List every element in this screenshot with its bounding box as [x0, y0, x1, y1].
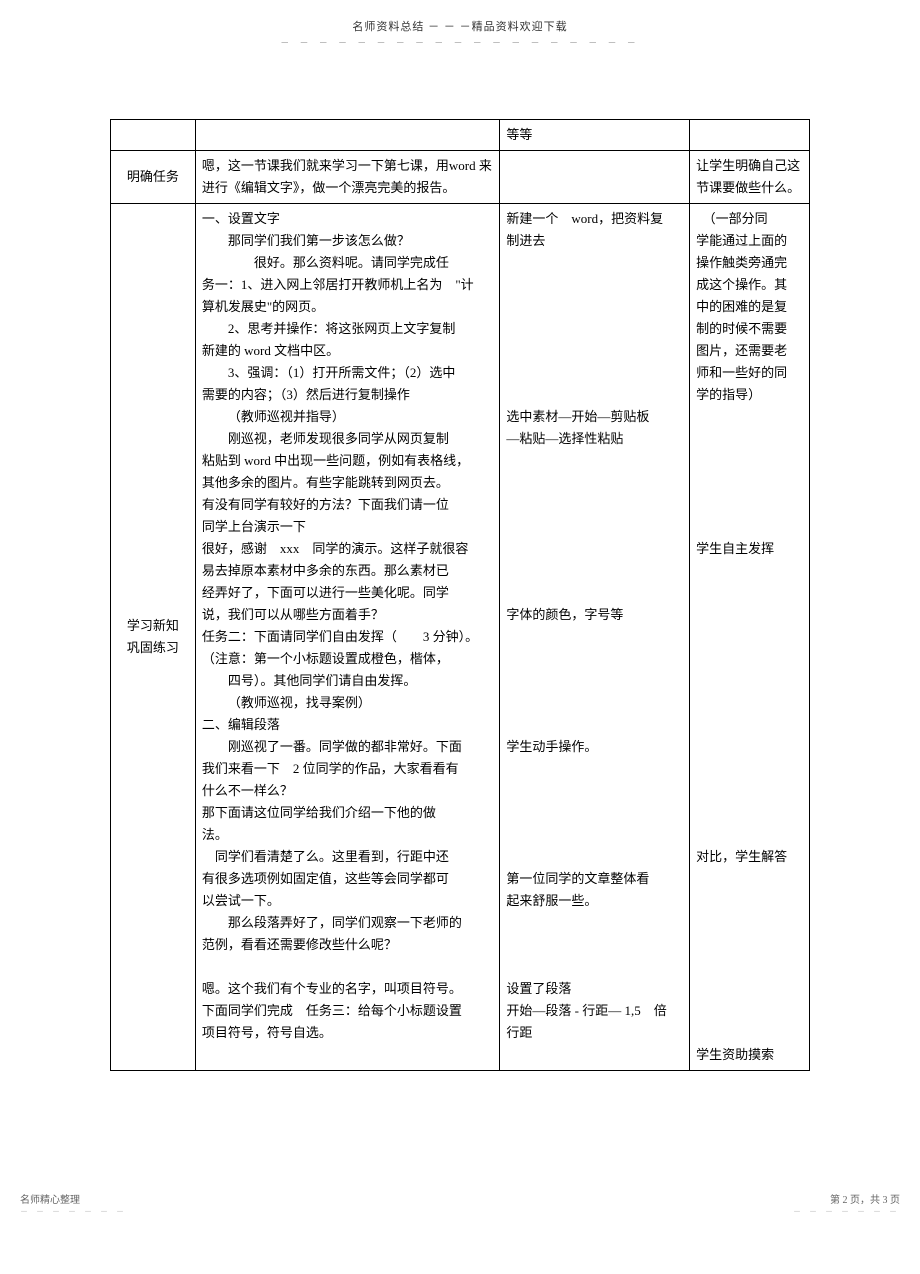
text-line: 那下面请这位同学给我们介绍一下他的做	[202, 802, 494, 824]
text-line: 操作触类旁通完	[696, 252, 803, 274]
text-line: 中的困难的是复	[696, 296, 803, 318]
text-line: 刚巡视，老师发现很多同学从网页复制	[202, 428, 494, 450]
text-line: 开始—段落 - 行距— 1,5 倍	[506, 1000, 683, 1022]
text-line: 3、强调：（1）打开所需文件；（2）选中	[202, 362, 494, 384]
text-line: 学生资助摸索	[696, 1044, 803, 1066]
text-line: 二、编辑段落	[202, 714, 494, 736]
text-line: （一部分同	[696, 208, 803, 230]
cell-label: 明确任务	[111, 151, 196, 204]
text-line: 很好。那么资料呢。请同学完成任	[202, 252, 494, 274]
text-line: 范例，看看还需要修改些什么呢？	[202, 934, 494, 956]
text-line: 同学们看清楚了么。这里看到，行距中还	[202, 846, 494, 868]
text-line: 新建一个 word，把资料复	[506, 208, 683, 230]
text-line: 以尝试一下。	[202, 890, 494, 912]
footer: 名师精心整理 － － － － － － － 第 2 页，共 3 页 － － － －…	[0, 1191, 920, 1217]
text-line: 第一位同学的文章整体看	[506, 868, 683, 890]
cell-content	[195, 120, 500, 151]
text-line: 字体的颜色，字号等	[506, 604, 683, 626]
table-row: 等等	[111, 120, 810, 151]
text-line: 经弄好了，下面可以进行一些美化呢。同学	[202, 582, 494, 604]
cell-content: 让学生明确自己这节课要做些什么。	[690, 151, 810, 204]
text-line: （教师巡视并指导）	[202, 406, 494, 428]
cell-content	[500, 151, 690, 204]
footer-dots: － － － － － － －	[20, 1207, 127, 1216]
header-title: 名师资料总结 － － －精品资料欢迎下载	[0, 0, 920, 34]
cell-content: 嗯，这一节课我们就来学习一下第七课，用word 来进行《编辑文字》，做一个漂亮完…	[195, 151, 500, 204]
text-line: 有很多选项例如固定值，这些等会同学都可	[202, 868, 494, 890]
text-line: （教师巡视，找寻案例）	[202, 692, 494, 714]
text-line: 我们来看一下 2 位同学的作品，大家看看有	[202, 758, 494, 780]
text-line: 学能通过上面的	[696, 230, 803, 252]
text-line: 算机发展史"的网页。	[202, 296, 494, 318]
text-line: 新建的 word 文档中区。	[202, 340, 494, 362]
content-table: 等等 明确任务 嗯，这一节课我们就来学习一下第七课，用word 来进行《编辑文字…	[110, 119, 810, 1071]
text-line: 刚巡视了一番。同学做的都非常好。下面	[202, 736, 494, 758]
text-line: 成这个操作。其	[696, 274, 803, 296]
text-line: 那么段落弄好了，同学们观察一下老师的	[202, 912, 494, 934]
text-line: 什么不一样么？	[202, 780, 494, 802]
text-line: 起来舒服一些。	[506, 890, 683, 912]
text-line: 有没有同学有较好的方法？下面我们请一位	[202, 494, 494, 516]
text-line: 任务二：下面请同学们自由发挥（ 3 分钟）。	[202, 626, 494, 648]
text-line: 图片，还需要老	[696, 340, 803, 362]
footer-left: 名师精心整理 － － － － － － －	[20, 1191, 127, 1217]
text-line: 行距	[506, 1022, 683, 1044]
text-line: 法。	[202, 824, 494, 846]
text-line: 学的指导）	[696, 384, 803, 406]
cell-content	[690, 120, 810, 151]
cell-label	[111, 120, 196, 151]
text-line: 选中素材—开始—剪贴板	[506, 406, 683, 428]
text-line: 学生动手操作。	[506, 736, 683, 758]
text-line: 四号）。其他同学们请自由发挥。	[202, 670, 494, 692]
text-line: 粘贴到 word 中出现一些问题，例如有表格线，	[202, 450, 494, 472]
cell-content: （一部分同学能通过上面的操作触类旁通完成这个操作。其中的困难的是复制的时候不需要…	[690, 204, 810, 1071]
cell-content: 等等	[500, 120, 690, 151]
text-line: （注意：第一个小标题设置成橙色，楷体，	[202, 648, 494, 670]
text-line: 下面同学们完成 任务三：给每个小标题设置	[202, 1000, 494, 1022]
text-line: 同学上台演示一下	[202, 516, 494, 538]
table-row: 明确任务 嗯，这一节课我们就来学习一下第七课，用word 来进行《编辑文字》，做…	[111, 151, 810, 204]
text-line: 制进去	[506, 230, 683, 252]
text-line: 需要的内容；（3）然后进行复制操作	[202, 384, 494, 406]
text-line: 易去掉原本素材中多余的东西。那么素材已	[202, 560, 494, 582]
cell-label: 学习新知巩固练习	[111, 204, 196, 1071]
footer-right-text: 第 2 页，共 3 页	[830, 1195, 900, 1206]
page-container: 名师资料总结 － － －精品资料欢迎下载 － － － － － － － － － －…	[0, 0, 920, 1217]
text-line: 很好，感谢 xxx 同学的演示。这样子就很容	[202, 538, 494, 560]
text-line: 说，我们可以从哪些方面着手？	[202, 604, 494, 626]
text-line: 嗯。这个我们有个专业的名字，叫项目符号。	[202, 978, 494, 1000]
footer-right: 第 2 页，共 3 页 － － － － － － －	[793, 1191, 900, 1217]
text-line: 一、设置文字	[202, 208, 494, 230]
text-line: 其他多余的图片。有些字能跳转到网页去。	[202, 472, 494, 494]
footer-left-text: 名师精心整理	[20, 1195, 80, 1206]
text-line: 师和一些好的同	[696, 362, 803, 384]
text-line: —粘贴—选择性粘贴	[506, 428, 683, 450]
text-line: 那同学们我们第一步该怎么做？	[202, 230, 494, 252]
text-line: 制的时候不需要	[696, 318, 803, 340]
text-line: 项目符号，符号自选。	[202, 1022, 494, 1044]
text-line: 务一：1、进入网上邻居打开教师机上名为 "计	[202, 274, 494, 296]
text-line: 学生自主发挥	[696, 538, 803, 560]
table-row: 学习新知巩固练习 一、设置文字那同学们我们第一步该怎么做？很好。那么资料呢。请同…	[111, 204, 810, 1071]
header-dots: － － － － － － － － － － － － － － － － － － －	[0, 36, 920, 49]
text-line: 2、思考并操作：将这张网页上文字复制	[202, 318, 494, 340]
cell-content: 一、设置文字那同学们我们第一步该怎么做？很好。那么资料呢。请同学完成任务一：1、…	[195, 204, 500, 1071]
text-line: 设置了段落	[506, 978, 683, 1000]
cell-content: 新建一个 word，把资料复制进去选中素材—开始—剪贴板—粘贴—选择性粘贴字体的…	[500, 204, 690, 1071]
text-line: 对比，学生解答	[696, 846, 803, 868]
footer-dots: － － － － － － －	[793, 1207, 900, 1216]
